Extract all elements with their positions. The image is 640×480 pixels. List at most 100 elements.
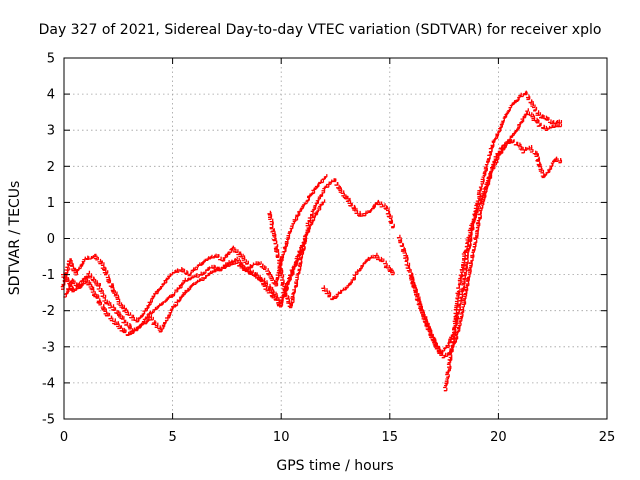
data-point-track-7 bbox=[538, 122, 542, 127]
data-point-track-7 bbox=[420, 309, 425, 314]
data-point-track-1 bbox=[234, 249, 239, 253]
data-point-track-7 bbox=[478, 214, 482, 219]
data-point-track-3 bbox=[123, 329, 127, 334]
data-point-track-1 bbox=[70, 263, 74, 267]
data-point-track-1 bbox=[72, 267, 77, 272]
data-point-track-6 bbox=[478, 184, 483, 188]
data-point-track-1 bbox=[95, 256, 99, 261]
data-point-track-6 bbox=[526, 96, 531, 100]
data-point-track-3 bbox=[263, 286, 268, 290]
data-point-track-1 bbox=[97, 258, 102, 263]
data-point-track-4 bbox=[281, 285, 286, 290]
data-point-track-1 bbox=[115, 296, 120, 300]
data-point-track-4 bbox=[306, 225, 311, 229]
data-point-track-4 bbox=[352, 207, 356, 211]
data-point-track-5 bbox=[365, 256, 370, 261]
data-point-track-6 bbox=[404, 258, 409, 263]
data-point-track-2 bbox=[96, 286, 101, 290]
y-tick-label: -2 bbox=[42, 304, 55, 319]
data-point-track-7 bbox=[414, 291, 418, 295]
data-point-track-4 bbox=[273, 240, 278, 245]
data-point-track-4 bbox=[389, 220, 394, 225]
data-point-track-6 bbox=[396, 234, 401, 239]
data-point-track-1 bbox=[237, 251, 242, 256]
data-point-track-3 bbox=[103, 310, 108, 315]
data-point-track-7 bbox=[410, 280, 415, 285]
data-point-track-6 bbox=[545, 117, 550, 121]
data-point-track-1 bbox=[104, 271, 108, 276]
data-point-track-3 bbox=[216, 266, 220, 271]
y-tick-label: -4 bbox=[42, 376, 55, 391]
data-point-track-1 bbox=[113, 292, 118, 297]
data-point-track-2 bbox=[110, 304, 115, 308]
data-point-track-6 bbox=[537, 112, 542, 116]
data-point-track-3 bbox=[108, 315, 113, 320]
data-point-track-2 bbox=[182, 277, 186, 282]
data-point-track-7 bbox=[421, 315, 426, 320]
data-point-track-7 bbox=[411, 283, 416, 288]
data-point-track-1 bbox=[245, 260, 249, 265]
x-tick-label: 25 bbox=[599, 430, 616, 445]
data-point-track-4 bbox=[383, 205, 388, 209]
data-point-track-5 bbox=[390, 269, 394, 274]
data-point-track-1 bbox=[230, 245, 235, 250]
data-point-track-6 bbox=[518, 92, 522, 97]
data-point-track-3 bbox=[65, 278, 70, 283]
data-point-track-1 bbox=[266, 270, 271, 275]
data-point-track-3 bbox=[87, 281, 92, 286]
x-tick-label: 0 bbox=[60, 430, 68, 445]
data-point-track-8 bbox=[529, 149, 534, 153]
data-point-track-6 bbox=[548, 119, 552, 124]
data-point-track-2 bbox=[102, 298, 106, 302]
data-point-track-2 bbox=[107, 302, 112, 306]
data-point-track-1 bbox=[124, 309, 129, 314]
data-point-track-1 bbox=[323, 174, 328, 178]
data-point-track-7 bbox=[435, 345, 440, 350]
data-point-track-1 bbox=[215, 254, 220, 258]
data-point-track-7 bbox=[437, 349, 442, 353]
data-point-track-6 bbox=[501, 118, 505, 122]
data-point-track-1 bbox=[315, 183, 320, 188]
y-tick-label: 0 bbox=[47, 232, 55, 247]
data-point-track-4 bbox=[302, 246, 306, 250]
data-point-track-6 bbox=[446, 344, 450, 349]
data-point-track-4 bbox=[352, 205, 356, 210]
ticks-layer: 0 5 10 15 20 25 -5 -4 -3 -2 -1 0 1 2 3 4 5 bbox=[42, 52, 615, 446]
data-point-track-4 bbox=[336, 184, 340, 189]
data-point-track-1 bbox=[267, 272, 272, 276]
data-point-track-3 bbox=[174, 302, 179, 307]
data-point-track-1 bbox=[268, 274, 273, 278]
data-point-track-2 bbox=[112, 307, 117, 311]
data-point-track-3 bbox=[150, 316, 154, 321]
data-point-track-3 bbox=[271, 294, 276, 299]
data-point-track-7 bbox=[528, 112, 533, 116]
data-point-track-3 bbox=[154, 324, 159, 329]
data-point-track-4 bbox=[277, 260, 281, 264]
data-point-track-4 bbox=[386, 207, 390, 212]
data-point-track-7 bbox=[470, 258, 474, 262]
data-point-track-2 bbox=[102, 294, 107, 299]
data-point-track-8 bbox=[454, 312, 459, 316]
data-point-track-5 bbox=[321, 285, 325, 289]
data-point-track-3 bbox=[90, 289, 95, 293]
data-point-track-3 bbox=[261, 281, 266, 286]
data-point-track-3 bbox=[112, 320, 116, 325]
data-point-track-6 bbox=[532, 104, 536, 109]
data-point-track-7 bbox=[408, 272, 413, 277]
data-point-track-1 bbox=[265, 268, 269, 272]
data-point-track-8 bbox=[459, 273, 464, 278]
data-point-track-3 bbox=[89, 285, 94, 290]
data-point-track-4 bbox=[375, 199, 380, 204]
data-point-track-1 bbox=[296, 212, 301, 217]
data-point-track-7 bbox=[427, 327, 431, 331]
data-point-track-4 bbox=[385, 210, 390, 215]
data-point-track-4 bbox=[280, 277, 284, 281]
data-point-track-2 bbox=[100, 293, 105, 297]
data-point-track-1 bbox=[240, 253, 244, 258]
data-point-track-8 bbox=[537, 162, 541, 167]
data-point-track-4 bbox=[298, 260, 303, 264]
data-point-track-3 bbox=[270, 293, 274, 298]
data-point-track-8 bbox=[508, 138, 512, 143]
data-point-track-4 bbox=[273, 237, 277, 242]
data-point-track-3 bbox=[241, 265, 246, 270]
